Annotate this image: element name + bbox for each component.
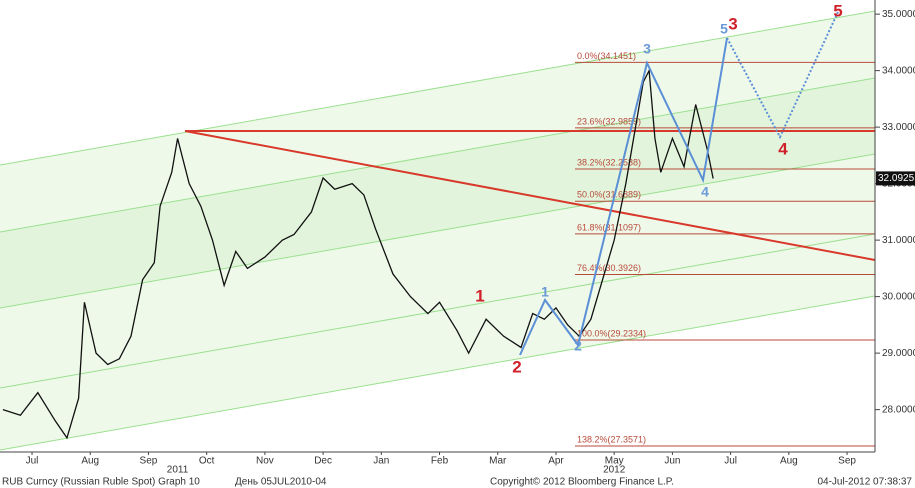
footer-copyright: Copyright© 2012 Bloomberg Finance L.P. (490, 477, 674, 488)
y-tick-label: 34.0000 (882, 65, 915, 76)
wave-line (519, 37, 728, 356)
y-tick-label: 30.0000 (882, 291, 915, 302)
x-tick-label: Apr (548, 456, 564, 467)
y-tick-label: 28.0000 (882, 404, 915, 415)
y-tick-label: 31.0000 (882, 235, 915, 246)
fib-label: 50.0%(31.6889) (577, 190, 641, 200)
y-tick-label: 35.0000 (882, 9, 915, 20)
wave-projection (726, 11, 839, 140)
wave-label: 3 (643, 41, 651, 57)
x-tick-label: Feb (431, 456, 449, 467)
footer-range: День 05JUL2010-04 (235, 477, 327, 488)
price-group (2, 68, 714, 440)
wave-label: 5 (720, 21, 728, 37)
x-tick-label: Jun (664, 456, 680, 467)
wave-label: 1 (475, 286, 484, 305)
trend-line (184, 130, 876, 261)
y-tick-label: 29.0000 (882, 348, 915, 359)
wave-label: 5 (833, 1, 842, 20)
channel-line (0, 233, 876, 389)
footer-time: 04-Jul-2012 07:38:37 (817, 477, 912, 488)
x-tick-label: Dec (314, 456, 332, 467)
fib-label: 100.0%(29.2334) (577, 328, 646, 338)
fib-label: 61.8%(31.1097) (577, 222, 641, 232)
year-label: 2012 (603, 465, 626, 476)
wave-label: 2 (574, 338, 582, 354)
labels: 28.000029.000030.000031.000032.000033.00… (26, 1, 915, 476)
wave-label: 4 (701, 184, 709, 200)
channel (0, 10, 876, 451)
fib-label: 0.0%(34.1451) (577, 51, 636, 61)
x-tick-label: Mar (489, 456, 507, 467)
x-tick-label: Aug (780, 456, 798, 467)
channel-line (0, 295, 876, 451)
channel-line (0, 10, 876, 166)
y-tick-label: 33.0000 (882, 122, 915, 133)
channel-line (0, 77, 876, 233)
x-tick-label: Aug (81, 456, 99, 467)
x-tick-label: May (605, 456, 624, 467)
fib-label: 76.4%(30.3926) (577, 263, 641, 273)
fib-label: 138.2%(27.3571) (577, 434, 646, 444)
last-price-label: 32.0925 (878, 173, 915, 184)
x-tick-label: Nov (256, 456, 274, 467)
channel-line (0, 153, 876, 309)
price-line (2, 68, 714, 440)
x-tick-label: Jan (373, 456, 389, 467)
last-price-box (876, 171, 915, 186)
footer-title: RUB Curncy (Russian Ruble Spot) Graph 10 (2, 477, 200, 488)
wave-label: 2 (512, 357, 521, 376)
fib-label: 38.2%(32.2588) (577, 157, 641, 167)
wave-label: 4 (778, 139, 788, 158)
year-label: 2011 (167, 465, 189, 476)
fib-group: 0.0%(34.1451) 23.6%(32.9859) 38.2%(32.2588… (575, 51, 875, 447)
x-tick-label: Sep (140, 456, 158, 467)
channel-band (0, 78, 875, 308)
wave-label: 3 (728, 14, 737, 33)
x-tick-label: Jul (26, 456, 39, 467)
x-tick-label: Oct (199, 456, 215, 467)
fib-label: 23.6%(32.9859) (577, 116, 641, 126)
wave-label: 1 (541, 284, 549, 300)
x-tick-label: Sep (838, 456, 856, 467)
x-tick-label: Jul (724, 456, 737, 467)
